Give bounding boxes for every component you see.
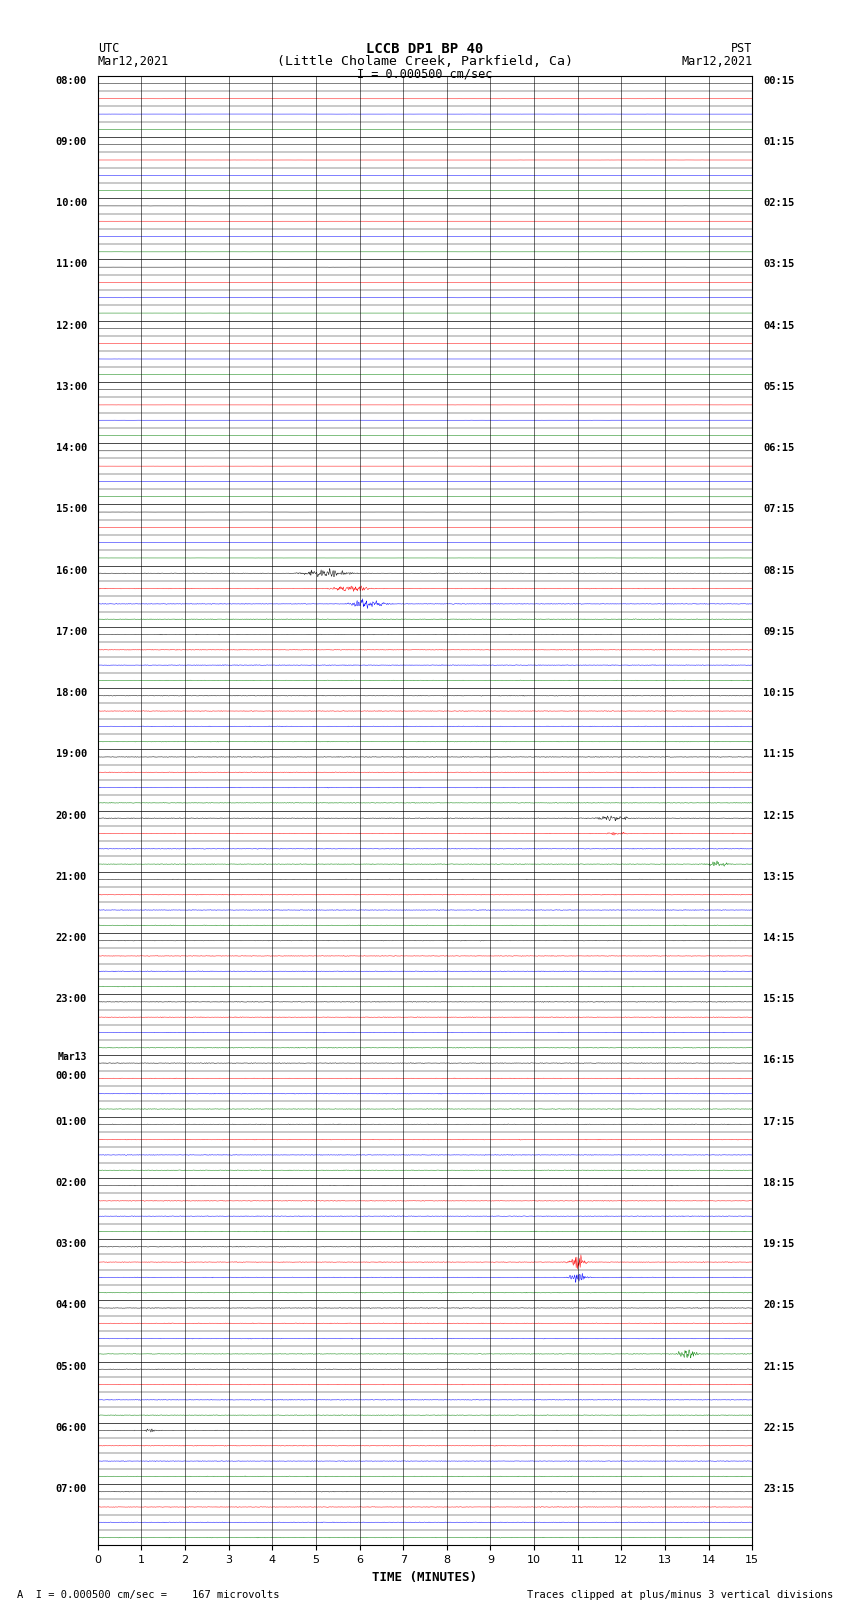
- Text: Mar12,2021: Mar12,2021: [681, 55, 752, 68]
- Text: 18:00: 18:00: [55, 689, 87, 698]
- Text: 14:00: 14:00: [55, 444, 87, 453]
- Text: 07:15: 07:15: [763, 505, 795, 515]
- Text: I = 0.000500 cm/sec: I = 0.000500 cm/sec: [357, 68, 493, 81]
- Text: 23:00: 23:00: [55, 994, 87, 1005]
- Text: 03:15: 03:15: [763, 260, 795, 269]
- Text: 00:15: 00:15: [763, 76, 795, 85]
- Text: 08:00: 08:00: [55, 76, 87, 85]
- Text: 01:15: 01:15: [763, 137, 795, 147]
- Text: 12:00: 12:00: [55, 321, 87, 331]
- Text: LCCB DP1 BP 40: LCCB DP1 BP 40: [366, 42, 484, 56]
- Text: 06:00: 06:00: [55, 1423, 87, 1432]
- Text: 09:00: 09:00: [55, 137, 87, 147]
- Text: 21:00: 21:00: [55, 871, 87, 882]
- Text: 07:00: 07:00: [55, 1484, 87, 1494]
- Text: (Little Cholame Creek, Parkfield, Ca): (Little Cholame Creek, Parkfield, Ca): [277, 55, 573, 68]
- Text: 00:00: 00:00: [55, 1071, 87, 1081]
- Text: 11:15: 11:15: [763, 750, 795, 760]
- Text: 10:15: 10:15: [763, 689, 795, 698]
- Text: Mar12,2021: Mar12,2021: [98, 55, 169, 68]
- Text: 04:15: 04:15: [763, 321, 795, 331]
- Text: 05:15: 05:15: [763, 382, 795, 392]
- Text: 10:00: 10:00: [55, 198, 87, 208]
- Text: 19:00: 19:00: [55, 750, 87, 760]
- Text: 17:00: 17:00: [55, 627, 87, 637]
- Text: Traces clipped at plus/minus 3 vertical divisions: Traces clipped at plus/minus 3 vertical …: [527, 1590, 833, 1600]
- Text: 23:15: 23:15: [763, 1484, 795, 1494]
- Text: 03:00: 03:00: [55, 1239, 87, 1248]
- Text: 02:15: 02:15: [763, 198, 795, 208]
- Text: 20:15: 20:15: [763, 1300, 795, 1310]
- Text: PST: PST: [731, 42, 752, 55]
- Text: 08:15: 08:15: [763, 566, 795, 576]
- X-axis label: TIME (MINUTES): TIME (MINUTES): [372, 1571, 478, 1584]
- Text: 15:00: 15:00: [55, 505, 87, 515]
- Text: 09:15: 09:15: [763, 627, 795, 637]
- Text: A  I = 0.000500 cm/sec =    167 microvolts: A I = 0.000500 cm/sec = 167 microvolts: [17, 1590, 280, 1600]
- Text: 15:15: 15:15: [763, 994, 795, 1005]
- Text: 22:00: 22:00: [55, 932, 87, 944]
- Text: 13:15: 13:15: [763, 871, 795, 882]
- Text: 11:00: 11:00: [55, 260, 87, 269]
- Text: 16:00: 16:00: [55, 566, 87, 576]
- Text: 22:15: 22:15: [763, 1423, 795, 1432]
- Text: 17:15: 17:15: [763, 1116, 795, 1126]
- Text: 06:15: 06:15: [763, 444, 795, 453]
- Text: UTC: UTC: [98, 42, 119, 55]
- Text: 16:15: 16:15: [763, 1055, 795, 1066]
- Text: 01:00: 01:00: [55, 1116, 87, 1126]
- Text: 05:00: 05:00: [55, 1361, 87, 1371]
- Text: 18:15: 18:15: [763, 1177, 795, 1187]
- Text: 12:15: 12:15: [763, 811, 795, 821]
- Text: 04:00: 04:00: [55, 1300, 87, 1310]
- Text: 20:00: 20:00: [55, 811, 87, 821]
- Text: 21:15: 21:15: [763, 1361, 795, 1371]
- Text: Mar13: Mar13: [58, 1052, 87, 1063]
- Text: 14:15: 14:15: [763, 932, 795, 944]
- Text: 02:00: 02:00: [55, 1177, 87, 1187]
- Text: 19:15: 19:15: [763, 1239, 795, 1248]
- Text: 13:00: 13:00: [55, 382, 87, 392]
